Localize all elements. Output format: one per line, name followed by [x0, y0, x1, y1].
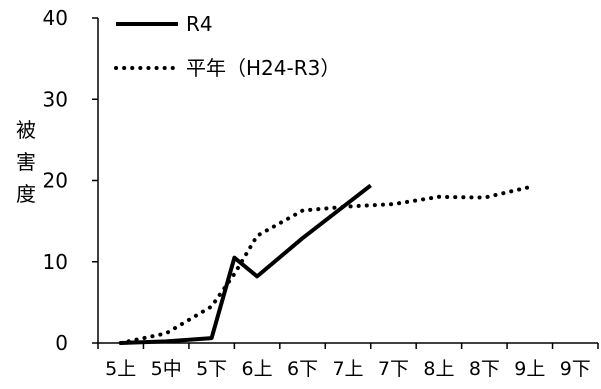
series-lines	[118, 183, 532, 345]
x-tick-label: 9上	[514, 358, 545, 380]
y-tick-label: 10	[43, 250, 68, 274]
x-tick-label: 8上	[423, 358, 454, 380]
x-axis-ticks: 5上 5中 5下 6上 6下 7上 7下 8上 8下 9上 9下	[97, 343, 599, 380]
x-tick-label: 9下	[560, 358, 591, 380]
y-tick-label: 40	[43, 6, 68, 30]
x-tick-label: 6上	[242, 358, 273, 380]
x-tick-label: 7上	[332, 358, 363, 380]
x-tick-label: 5上	[105, 358, 136, 380]
y-axis-label-char: 害	[16, 150, 36, 174]
x-tick-label: 6下	[287, 358, 318, 380]
legend-label: R4	[186, 12, 213, 36]
x-tick-label: 5下	[196, 358, 227, 380]
x-tick-label: 5中	[151, 358, 182, 380]
y-axis-label-char: 被	[16, 118, 36, 142]
y-tick-label: 0	[55, 331, 68, 355]
x-tick-label: 7下	[378, 358, 409, 380]
y-tick-label: 20	[43, 169, 68, 193]
y-axis-ticks: 0 10 20 30 40	[43, 6, 98, 355]
legend-label: 平年（H24-R3）	[186, 56, 340, 80]
chart-legend: R4 平年（H24-R3）	[114, 12, 340, 80]
x-tick-label: 8下	[469, 358, 500, 380]
y-tick-label: 30	[43, 87, 68, 111]
y-axis-label-char: 度	[16, 182, 36, 206]
series-line-r4	[120, 183, 372, 345]
series-line-normal-year	[118, 185, 532, 345]
